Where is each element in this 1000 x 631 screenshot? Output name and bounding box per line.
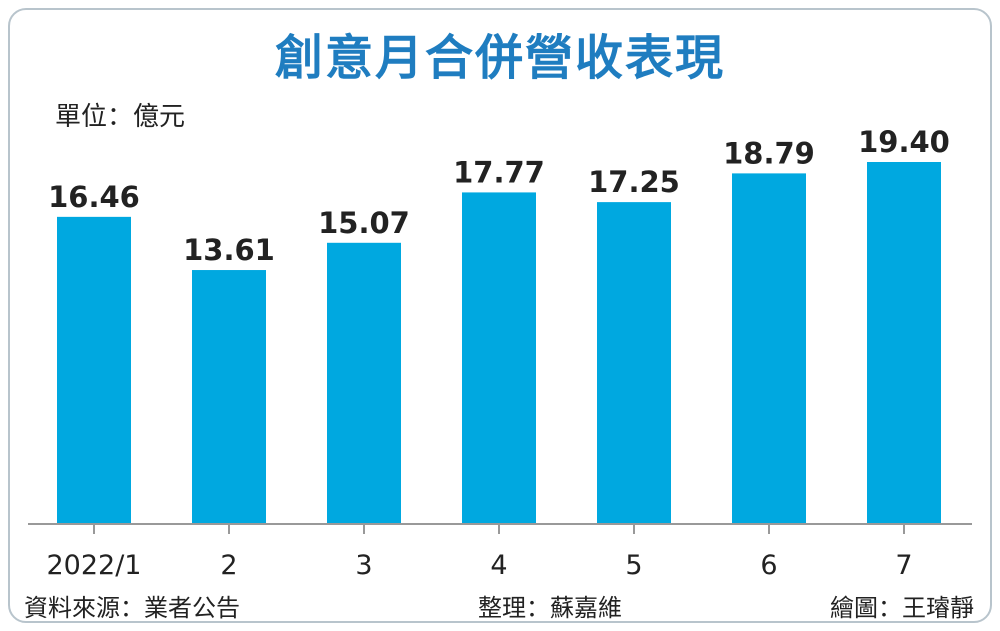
x-tick-label-2: 2	[220, 550, 237, 581]
value-label-1: 16.46	[48, 180, 140, 214]
bar-1	[57, 216, 131, 524]
value-label-5: 17.25	[588, 165, 680, 199]
value-label-6: 18.79	[723, 136, 815, 170]
x-ticks-group	[93, 524, 905, 534]
x-tick-labels-group: 2022/1 2 3 4 5 6 7	[47, 550, 913, 581]
bar-7	[867, 162, 941, 524]
unit-label: 單位：億元	[55, 102, 186, 132]
value-labels-group: 16.46 13.61 15.07 17.77 17.25 18.79 19.40	[48, 125, 950, 267]
value-label-4: 17.77	[453, 155, 545, 189]
value-label-2: 13.61	[183, 233, 275, 267]
x-tick-label-1: 2022/1	[47, 550, 142, 581]
bar-3	[327, 242, 401, 524]
x-tick-label-6: 6	[760, 550, 777, 581]
x-tick-label-3: 3	[355, 550, 372, 581]
chart-title: 創意月合併營收表現	[274, 30, 725, 86]
value-label-3: 15.07	[318, 206, 410, 240]
value-label-7: 19.40	[858, 125, 950, 159]
compiled-by: 整理：蘇嘉維	[478, 594, 622, 622]
source-note: 資料來源：業者公告	[24, 594, 240, 622]
bar-5	[597, 202, 671, 524]
x-tick-label-5: 5	[625, 550, 642, 581]
x-tick-label-7: 7	[895, 550, 912, 581]
bar-6	[732, 173, 806, 524]
bar-4	[462, 192, 536, 524]
bar-2	[192, 270, 266, 524]
artist-credit: 繪圖：王璿靜	[830, 594, 974, 622]
bars-group	[57, 162, 941, 524]
x-tick-label-4: 4	[490, 550, 507, 581]
